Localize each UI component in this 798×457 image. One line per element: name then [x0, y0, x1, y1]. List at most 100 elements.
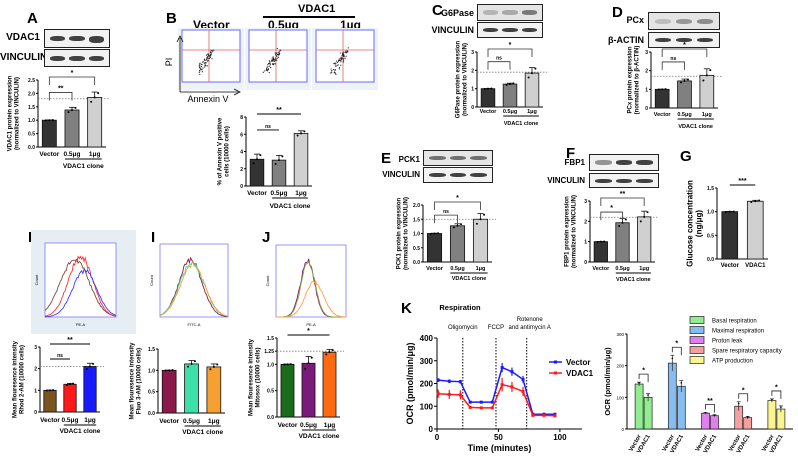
y-tick-label: 1 [471, 87, 474, 93]
data-point [780, 406, 782, 408]
y-tick-label: 1.25 [264, 349, 274, 355]
category-label: Vector [39, 151, 59, 158]
bar [44, 390, 56, 412]
x-tick-label: 100 [553, 433, 567, 442]
event-dot [333, 63, 334, 64]
data-point [437, 379, 440, 382]
y-tick-label: 0 [429, 425, 434, 434]
x-axis-label: Time (minutes) [468, 443, 532, 453]
significance-bracket [601, 198, 644, 206]
data-point [434, 233, 436, 235]
event-dot [269, 61, 270, 62]
data-point [680, 81, 682, 83]
y-tick-label: 1.5 [148, 347, 155, 353]
event-dot [340, 52, 341, 53]
data-point [194, 360, 196, 362]
event-dot [268, 63, 269, 64]
flow-y-axis-label: PI [164, 58, 174, 67]
y-axis-label: % of Annexin V positive cells (10000 cell… [218, 117, 231, 185]
significance-bracket [49, 92, 72, 100]
event-dot [206, 59, 207, 60]
event-dot [275, 63, 276, 64]
y-axis-label: Mean flouresence intensity Fluo 3-AM (100… [130, 342, 143, 420]
plot-frame [276, 245, 346, 317]
y-axis-label-line: PCK1 protein expression [397, 197, 403, 269]
event-dot [199, 70, 200, 71]
y-axis-label-line: Rhod 2-AM (10000 cells) [20, 345, 26, 414]
event-dot [335, 74, 336, 75]
significance-bracket [488, 49, 532, 57]
y-tick-label: 1.0 [413, 232, 420, 238]
event-dot [213, 50, 214, 51]
histogram-x-label: FITC-A [188, 322, 201, 327]
event-dot [344, 58, 345, 59]
category-label: Vector [654, 112, 672, 118]
event-dot [276, 53, 277, 54]
data-point [531, 72, 533, 74]
data-point [522, 390, 525, 393]
series-line [438, 368, 555, 415]
event-dot [268, 68, 269, 69]
injection-label: and antimycin A [509, 325, 551, 331]
legend-swatch [690, 347, 704, 354]
significance-label: * [610, 205, 613, 212]
data-point [437, 232, 439, 234]
event-dot [343, 61, 344, 62]
y-tick-label: 2 [471, 68, 474, 74]
data-point [259, 154, 261, 156]
bar [594, 242, 607, 262]
significance-label: ns [265, 124, 271, 130]
event-dot [201, 66, 202, 67]
y-tick-label: 0.0 [413, 260, 420, 266]
data-point [702, 80, 704, 82]
event-dot [337, 62, 338, 63]
event-dot [343, 52, 344, 53]
data-point [325, 353, 327, 355]
bar [525, 73, 539, 107]
legend-swatch [690, 327, 704, 334]
data-point [643, 216, 645, 218]
significance-bracket [706, 405, 715, 413]
data-point [86, 368, 88, 370]
y-axis-label: OCR (pmol/min/μg) [603, 347, 612, 416]
data-point [490, 88, 492, 90]
data-point [528, 76, 530, 78]
flow-dot-plot [178, 28, 244, 90]
y-axis-label-line: PCx protein expression [628, 46, 634, 113]
y-tick-label: 2.5 [28, 78, 35, 84]
data-point [750, 201, 752, 203]
bar [635, 384, 643, 429]
significance-label: * [307, 328, 310, 335]
y-axis-label: PCx protein expression (normalized to β-A… [628, 46, 641, 115]
group-label: VDAC1 clone [63, 163, 104, 170]
category-label: 0.5μg [183, 418, 200, 425]
data-point [647, 211, 649, 213]
significance-label: * [509, 42, 512, 49]
y-tick-label: 0 [34, 410, 37, 416]
data-point [491, 401, 494, 404]
bar-chart-j [275, 335, 344, 430]
event-dot [211, 58, 212, 59]
category-label: 0.5μg [677, 112, 691, 118]
y-axis-label-line: Glucose concentration [686, 180, 695, 267]
event-dot [204, 66, 205, 67]
bar [427, 234, 441, 263]
y-tick-label: 0 [471, 105, 474, 111]
event-dot [275, 58, 276, 59]
data-point [531, 414, 534, 417]
event-dot [339, 67, 340, 68]
event-dot [274, 59, 275, 60]
event-dot [269, 65, 270, 66]
bar-chart-f [588, 198, 659, 273]
data-point [459, 393, 462, 396]
event-dot [263, 72, 264, 73]
y-axis-label: Mean flouresence intensity Rhod 2-AM (100… [13, 340, 26, 418]
data-point [256, 158, 258, 160]
significance-bracket [662, 49, 707, 57]
significance-label: * [675, 341, 678, 348]
y-tick-label: 100 [616, 395, 624, 400]
event-dot [200, 63, 201, 64]
category-label: 1μg [208, 418, 220, 425]
data-point [681, 382, 683, 384]
bar [616, 223, 629, 262]
